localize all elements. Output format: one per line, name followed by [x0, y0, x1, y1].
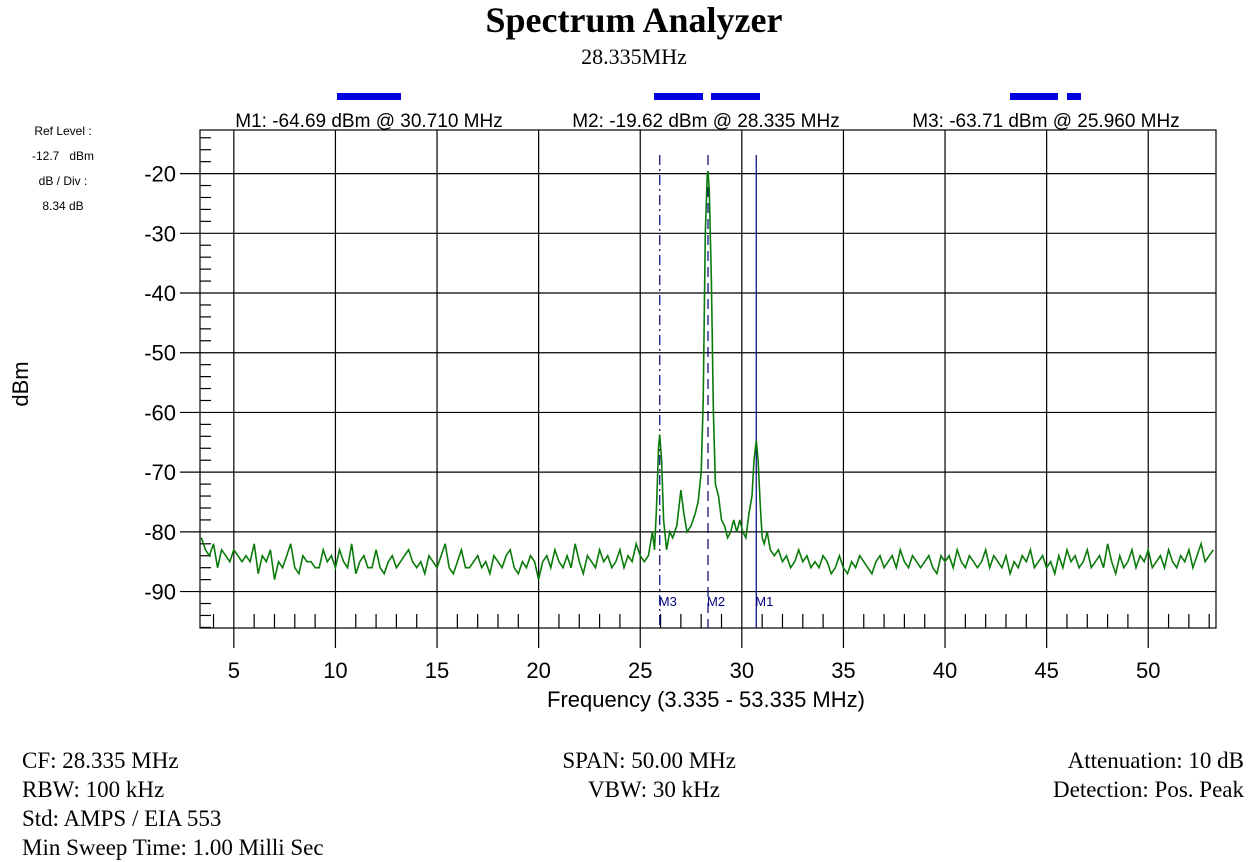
ref-level-label: Ref Level : — [34, 124, 92, 138]
chart-title: Spectrum Analyzer — [486, 0, 783, 40]
marker-indicator-bar — [711, 93, 760, 100]
y-tick-label: -40 — [144, 281, 176, 306]
db-div-label: dB / Div : — [38, 174, 88, 188]
axis-ticks — [200, 137, 1210, 629]
chart-subtitle: 28.335MHz — [581, 44, 687, 69]
marker-indicator-bar — [1010, 93, 1058, 100]
x-tick-label: 40 — [933, 658, 957, 683]
y-tick-label: -50 — [144, 341, 176, 366]
rbw-value: RBW: 100 kHz — [22, 777, 165, 802]
x-tick-label: 25 — [628, 658, 652, 683]
y-tick-label: -30 — [144, 221, 176, 246]
db-div-value: 8.34 dB — [42, 199, 84, 213]
x-tick-label: 30 — [730, 658, 754, 683]
attenuation-value: Attenuation: 10 dB — [1067, 748, 1244, 773]
settings-center: SPAN: 50.00 MHz VBW: 30 kHz — [512, 746, 736, 804]
y-tick-label: -20 — [144, 162, 176, 187]
y-tick-label: -80 — [144, 520, 176, 545]
marker-indicator-bar — [337, 93, 401, 100]
vbw-value: VBW: 30 kHz — [587, 777, 720, 802]
y-tick-label: -70 — [144, 460, 176, 485]
marker-readout-m2: M2: -19.62 dBm @ 28.335 MHz — [572, 111, 839, 132]
settings-right: Attenuation: 10 dB Detection: Pos. Peak — [1053, 746, 1244, 804]
marker-readouts: M1: -64.69 dBm @ 30.710 MHz M2: -19.62 dB… — [235, 111, 1179, 132]
marker-readout-m3: M3: -63.71 dBm @ 25.960 MHz — [912, 111, 1179, 132]
detection-value: Detection: Pos. Peak — [1053, 777, 1244, 802]
ref-level-value: -12.7 dBm — [31, 149, 95, 163]
marker-readout-m1: M1: -64.69 dBm @ 30.710 MHz — [235, 111, 502, 132]
marker-label-m2: M2 — [707, 594, 725, 609]
std-value: Std: AMPS / EIA 553 — [22, 806, 222, 831]
x-tick-label: 35 — [831, 658, 855, 683]
plot-frame — [199, 129, 1217, 629]
grid — [180, 130, 1216, 648]
cf-value: CF: 28.335 MHz — [22, 748, 179, 773]
marker-lines: M1 M2 M3 — [659, 155, 773, 628]
marker-indicator-bar — [1067, 93, 1081, 100]
marker-indicator-bar — [654, 93, 703, 100]
y-tick-label: -90 — [144, 580, 176, 605]
marker-label-m1: M1 — [755, 594, 773, 609]
span-value: SPAN: 50.00 MHz — [562, 748, 736, 773]
x-axis-label: Frequency (3.335 - 53.335 MHz) — [547, 687, 865, 712]
settings-left: CF: 28.335 MHz RBW: 100 kHz Std: AMPS / … — [22, 746, 324, 862]
x-tick-label: 15 — [425, 658, 449, 683]
x-tick-label: 45 — [1034, 658, 1058, 683]
tick-labels: 5 10 15 20 25 30 35 40 45 50 -20 -30 -40 -50 -60 -70 -80… — [144, 162, 1160, 683]
y-axis-label: dBm — [8, 361, 33, 406]
sweep-time-value: Min Sweep Time: 1.00 Milli Sec — [22, 835, 324, 860]
x-tick-label: 10 — [323, 658, 347, 683]
x-tick-label: 20 — [526, 658, 550, 683]
y-tick-label: -60 — [144, 400, 176, 425]
spectrum-trace — [200, 170, 1214, 580]
x-tick-label: 50 — [1136, 658, 1160, 683]
marker-label-m3: M3 — [659, 594, 677, 609]
x-tick-label: 5 — [228, 658, 240, 683]
